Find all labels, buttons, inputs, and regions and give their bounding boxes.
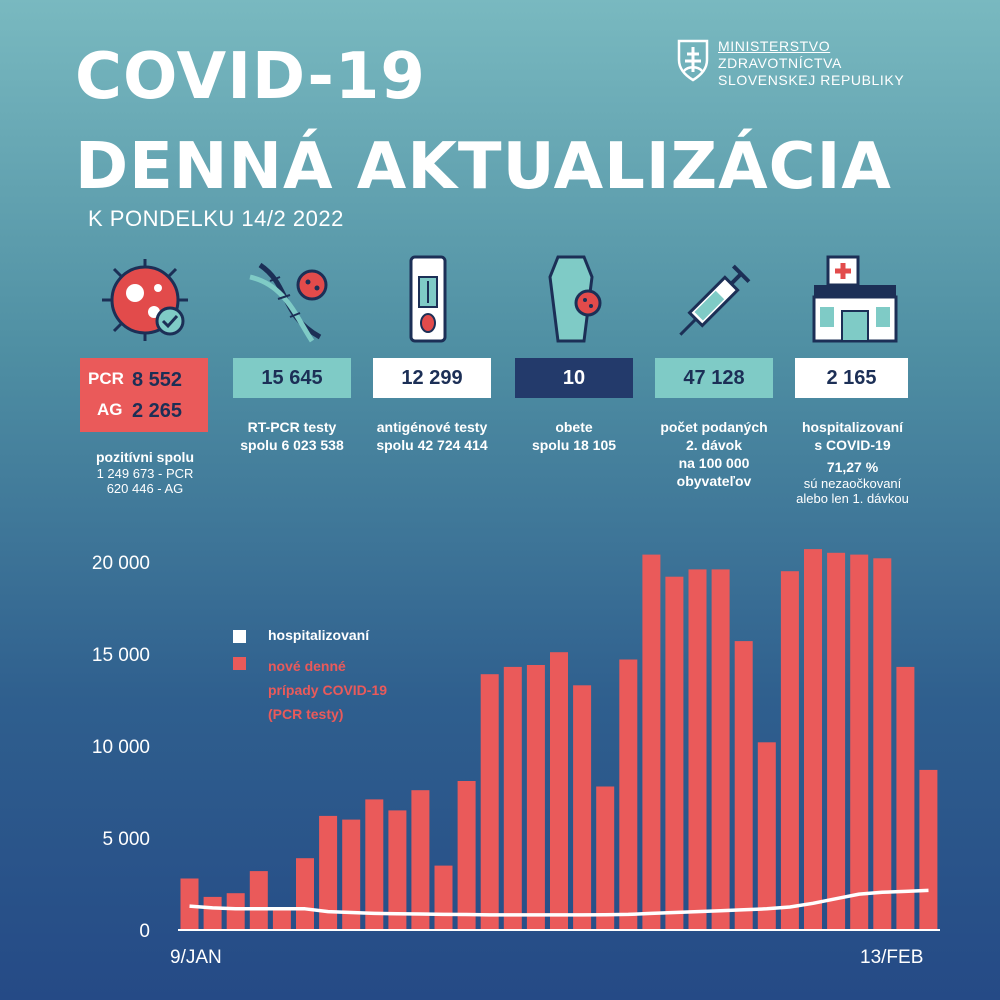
title-daily-update: DENNÁ AKTUALIZÁCIA <box>75 130 892 204</box>
rtpcr-desc-1: RT-PCR testy <box>247 419 337 435</box>
case-bar <box>365 799 384 930</box>
case-bar <box>804 549 822 930</box>
case-bar <box>503 666 522 930</box>
case-bar <box>827 552 846 930</box>
case-bar <box>850 554 869 930</box>
antigen-value-box: 12 299 <box>373 358 491 398</box>
positive-desc-ag: 620 446 - AG <box>106 481 184 496</box>
hospital-desc-2: s COVID-19 <box>814 437 891 453</box>
case-bar <box>203 896 222 930</box>
legend-cases-3: (PCR testy) <box>268 706 344 722</box>
case-bar <box>688 569 707 930</box>
case-bar <box>388 810 407 930</box>
case-bar <box>780 571 799 930</box>
case-bar <box>180 878 199 930</box>
case-bar <box>480 674 499 930</box>
syringe-icon <box>679 264 751 336</box>
ministry-line3: SLOVENSKEJ REPUBLIKY <box>718 72 905 88</box>
case-bar <box>249 871 268 930</box>
date-label: K PONDELKU 14/2 2022 <box>88 206 344 231</box>
coffin-icon <box>548 255 602 343</box>
antigen-desc-2: spolu 42 724 414 <box>376 437 488 453</box>
legend-cases: nové denné prípady COVID-19 (PCR testy) <box>268 654 387 726</box>
case-bar <box>226 893 245 930</box>
case-bar <box>526 665 545 930</box>
antigen-desc-1: antigénové testy <box>376 419 488 435</box>
case-bar <box>734 641 753 930</box>
dna-icon <box>249 262 328 343</box>
vaccine-desc-3: na 100 000 <box>678 455 750 471</box>
deaths-desc-1: obete <box>555 419 593 435</box>
case-bar <box>272 907 291 930</box>
case-bar <box>596 786 615 930</box>
case-bar <box>342 819 361 930</box>
legend-cases-2: prípady COVID-19 <box>268 682 388 698</box>
hospital-value-box: 2 165 <box>795 358 908 398</box>
antigen-test-icon <box>409 255 447 343</box>
legend-cases-1: nové denné <box>268 658 346 674</box>
vaccine-desc-1: počet podaných <box>660 419 768 435</box>
rtpcr-value-box: 15 645 <box>233 358 351 398</box>
deaths-desc-2: spolu 18 105 <box>531 437 617 453</box>
deaths-desc: obete spolu 18 105 <box>504 418 644 454</box>
case-bar <box>457 781 476 930</box>
hospital-desc: hospitalizovaní s COVID-19 71,27 % sú ne… <box>780 418 925 506</box>
case-bar <box>411 790 430 930</box>
hospital-icon <box>812 255 898 343</box>
hospital-desc-1: hospitalizovaní <box>801 419 904 435</box>
ag-label: AG <box>97 400 123 419</box>
vaccine-value-box: 47 128 <box>655 358 773 398</box>
legend-swatch-cases <box>233 657 246 670</box>
y-tick-label: 0 <box>139 921 150 942</box>
y-tick-label: 10 000 <box>92 737 150 758</box>
legend-swatch-hospitalized <box>233 630 246 643</box>
case-bar <box>757 742 776 930</box>
y-tick-label: 15 000 <box>92 645 150 666</box>
case-bar <box>619 659 638 930</box>
case-bar <box>873 558 892 930</box>
x-end-label: 13/FEB <box>860 947 923 968</box>
ministry-line2: ZDRAVOTNÍCTVA <box>718 55 842 71</box>
legend-hospitalized: hospitalizovaní <box>268 627 370 643</box>
case-bar <box>319 815 338 930</box>
case-bar <box>919 769 938 930</box>
case-bar <box>642 554 661 930</box>
vaccine-desc-2: 2. dávok <box>685 437 743 453</box>
y-tick-label: 5 000 <box>102 829 150 850</box>
hospitalized-line <box>189 888 929 917</box>
rtpcr-desc: RT-PCR testy spolu 6 023 538 <box>222 418 362 454</box>
x-start-label: 9/JAN <box>170 947 222 968</box>
vaccine-desc-4: obyvateľov <box>676 473 752 489</box>
hospital-desc-3: 71,27 % <box>826 459 879 475</box>
positive-desc: pozitívni spolu 1 249 673 - PCR 620 446 … <box>70 448 220 496</box>
case-bar <box>434 865 453 930</box>
case-bar <box>711 569 730 930</box>
title-covid: COVID-19 <box>75 40 426 114</box>
case-bar <box>896 666 915 930</box>
pcr-label: PCR <box>88 369 124 388</box>
vaccine-desc: počet podaných 2. dávok na 100 000 obyva… <box>644 418 784 490</box>
y-tick-label: 20 000 <box>92 553 150 574</box>
case-bar <box>573 685 592 930</box>
rtpcr-desc-2: spolu 6 023 538 <box>240 437 344 453</box>
case-bar <box>665 576 684 930</box>
ministry-line1: MINISTERSTVO <box>718 38 831 54</box>
cases-chart: 0 5 000 10 000 15 000 20 000 9/JAN 13/FEB <box>92 549 940 968</box>
hospital-desc-5: alebo len 1. dávkou <box>796 491 909 506</box>
positive-desc-pcr: 1 249 673 - PCR <box>96 466 194 481</box>
deaths-value-box: 10 <box>515 358 633 398</box>
antigen-desc: antigénové testy spolu 42 724 414 <box>362 418 502 454</box>
virus-icon <box>102 259 188 341</box>
ministry-logo: MINISTERSTVO ZDRAVOTNÍCTVA SLOVENSKEJ RE… <box>676 38 904 89</box>
positive-cases-box: PCR 8 552 AG 2 265 <box>80 358 208 432</box>
case-bar <box>296 858 314 930</box>
positive-desc-title: pozitívni spolu <box>96 449 194 465</box>
ag-value: 2 265 <box>132 400 183 422</box>
hospital-desc-4: sú nezaočkovaní <box>803 476 902 491</box>
coat-of-arms-icon <box>677 39 709 82</box>
case-bar <box>550 652 568 930</box>
pcr-value: 8 552 <box>132 369 183 391</box>
